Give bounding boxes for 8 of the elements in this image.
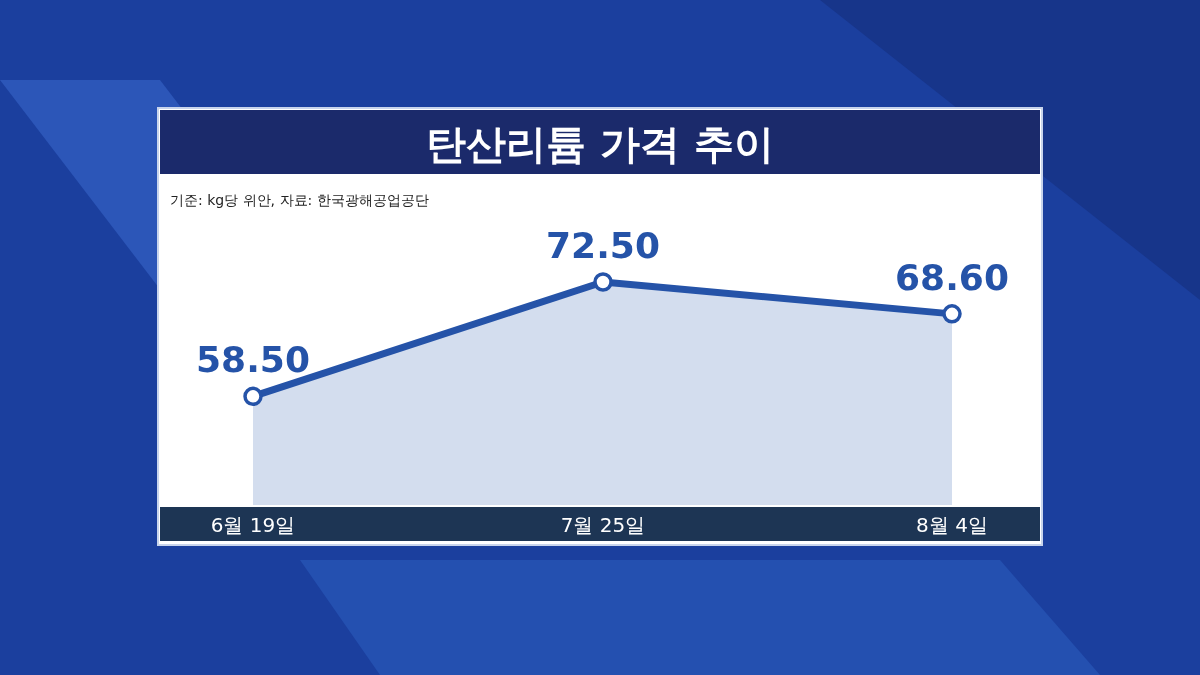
data-label: 58.50 — [196, 339, 310, 381]
text: 기준: kg당 위안, 자료: 한국광해공업공단 — [170, 192, 429, 208]
chart-title: 탄산리튬 가격 추이 — [426, 121, 774, 167]
x-tick-label: 7월 25일 — [560, 513, 646, 537]
data-label: 68.60 — [895, 256, 1009, 298]
data-label: 72.50 — [546, 225, 660, 267]
x-tick-label: 6월 19일 — [210, 513, 296, 537]
x-tick-label: 8월 4일 — [916, 513, 988, 537]
